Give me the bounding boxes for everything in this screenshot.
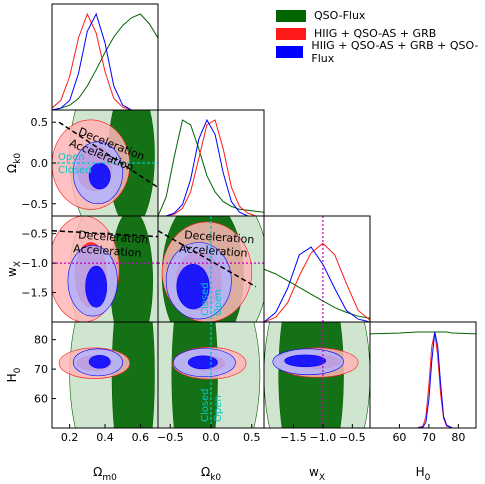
- closed-label: Closed: [200, 388, 211, 422]
- y-tick-label: −1.0: [21, 257, 48, 270]
- y-axis-label-ok-subscript: k0: [13, 153, 23, 164]
- marginal-curve-qso-flux: [158, 119, 264, 216]
- y-tick-label: 60: [34, 393, 48, 406]
- marginal-curve-hiig-qso-as-grb: [264, 242, 370, 322]
- x-axis-label-ok-base: Ω: [201, 465, 210, 479]
- open-label: Open: [213, 289, 224, 316]
- x-axis-label-om: Ωm0: [93, 465, 117, 483]
- x-tick-label: 0.0: [202, 431, 220, 444]
- y-tick-label: −0.5: [21, 198, 48, 211]
- x-tick-label: −1.5: [280, 431, 307, 444]
- open-label: Open: [58, 152, 85, 163]
- closed-label: Closed: [58, 165, 92, 176]
- legend-swatch-qso-flux: [276, 9, 306, 22]
- x-tick-label: 0.4: [96, 431, 114, 444]
- legend-entry-qso-flux: QSO-Flux: [276, 8, 485, 23]
- contour-inner-hiig-qso-as-grb-qso-flux: [88, 354, 111, 369]
- y-axis-label-h0-subscript: 0: [13, 367, 23, 373]
- marginal-curve-hiig-qso-as-grb: [52, 12, 158, 110]
- marginal-curve-hiig-qso-as-grb-qso-flux: [158, 118, 264, 216]
- y-tick-label: 80: [34, 334, 48, 347]
- legend-swatch-hiig-qso-as-grb: [276, 27, 306, 40]
- contour-inner-hiig-qso-as-grb-qso-flux: [85, 265, 108, 308]
- marginal-curve-hiig-qso-as-grb-qso-flux: [264, 246, 370, 322]
- x-axis-label-wx: wX: [309, 465, 325, 483]
- x-axis-label-om-subscript: m0: [102, 473, 117, 483]
- marginal-curve-hiig-qso-as-grb: [158, 119, 264, 216]
- y-axis-label-ok: Ωk0: [5, 153, 23, 173]
- deceleration-boundary-line: [158, 230, 257, 288]
- panel-frame: [263, 215, 371, 323]
- x-tick-label: −1.0: [310, 431, 337, 444]
- legend: QSO-Flux HIIG + QSO-AS + GRB HIIG + QSO-…: [276, 8, 485, 65]
- x-tick-label: 70: [422, 431, 436, 444]
- x-tick-label: 0.2: [61, 431, 79, 444]
- y-axis-label-h0: H0: [5, 367, 23, 382]
- x-tick-label: 80: [451, 431, 465, 444]
- deceleration-boundary-line: [58, 121, 158, 189]
- panel-ok-h0: Closed Open: [158, 322, 261, 428]
- marginal-curve-qso-flux: [52, 13, 158, 110]
- acceleration-label: Acceleration: [73, 242, 142, 260]
- marginal-om: [52, 12, 158, 110]
- open-label: Open: [213, 395, 224, 422]
- x-axis-label-ok: Ωk0: [201, 465, 221, 483]
- legend-swatch-combined: [276, 45, 304, 58]
- y-tick-label: 0.5: [31, 116, 49, 129]
- y-tick-label: 0.0: [31, 157, 49, 170]
- deceleration-label: Deceleration: [184, 228, 255, 246]
- legend-entry-combined: HIIG + QSO-AS + GRB + QSO-Flux: [276, 39, 485, 65]
- marginal-curve-hiig-qso-as-grb-qso-flux: [52, 12, 158, 110]
- y-axis-label-wx: wX: [5, 261, 23, 277]
- x-tick-label: 0.5: [243, 431, 261, 444]
- contour-inner-hiig-qso-as-grb-qso-flux: [88, 162, 111, 190]
- y-axis-label-wx-subscript: X: [13, 261, 23, 267]
- x-tick-label: −0.5: [157, 431, 184, 444]
- x-axis-label-om-base: Ω: [93, 465, 102, 479]
- panel-frame: [157, 109, 265, 217]
- y-tick-label: 70: [34, 363, 48, 376]
- marginal-h0: [370, 331, 476, 428]
- x-axis-label-h0-subscript: 0: [425, 473, 431, 483]
- x-axis-label-wx-subscript: X: [319, 473, 325, 483]
- y-axis-label-h0-base: H: [5, 373, 19, 382]
- legend-label-qso-flux: QSO-Flux: [314, 9, 366, 22]
- marginal-curve-qso-flux: [370, 331, 476, 335]
- deceleration-label: Deceleration: [78, 228, 149, 246]
- marginal-curve-hiig-qso-as-grb-qso-flux: [370, 331, 476, 428]
- acceleration-label: Acceleration: [179, 242, 248, 260]
- legend-entry-hiig-qso-as-grb: HIIG + QSO-AS + GRB: [276, 26, 485, 41]
- legend-label-combined: HIIG + QSO-AS + GRB + QSO-Flux: [311, 38, 479, 65]
- legend-label-hiig-qso-as-grb: HIIG + QSO-AS + GRB: [314, 27, 437, 40]
- x-axis-label-h0: H0: [416, 465, 431, 483]
- contour-inner-hiig-qso-as-grb-qso-flux: [284, 354, 327, 368]
- y-tick-label: −0.5: [21, 228, 48, 241]
- y-tick-label: −1.5: [21, 287, 48, 300]
- panel-wx-h0: [264, 322, 370, 428]
- deceleration-boundary-line: [52, 229, 158, 238]
- marginal-curve-qso-flux: [264, 268, 370, 319]
- x-axis-label-ok-subscript: k0: [210, 473, 221, 483]
- contour-inner-hiig-qso-as-grb-qso-flux: [176, 263, 210, 310]
- x-tick-label: −0.5: [339, 431, 366, 444]
- x-axis-label-wx-base: w: [309, 465, 319, 479]
- marginal-wx: [264, 216, 370, 322]
- marginal-curve-hiig-qso-as-grb: [370, 331, 476, 428]
- panel-frame: [369, 321, 477, 429]
- y-axis-label-wx-base: w: [5, 267, 19, 277]
- closed-label: Closed: [200, 282, 211, 316]
- y-axis-label-ok-base: Ω: [5, 164, 19, 173]
- x-tick-label: 0.6: [132, 431, 150, 444]
- contour-inner-hiig-qso-as-grb-qso-flux: [187, 355, 218, 370]
- panel-frame: [51, 3, 159, 111]
- x-tick-label: 60: [392, 431, 406, 444]
- x-axis-label-h0-base: H: [416, 465, 425, 479]
- marginal-ok: [158, 118, 264, 216]
- panel-om-h0: [58, 322, 158, 428]
